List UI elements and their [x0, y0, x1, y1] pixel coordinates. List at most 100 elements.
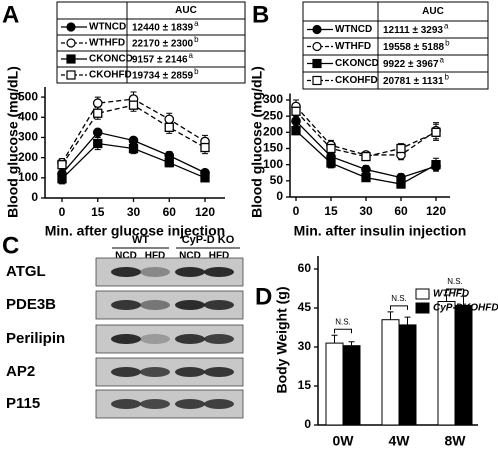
- auc-significance: a: [194, 19, 199, 28]
- series-line: [295, 106, 437, 156]
- group-label: WT: [132, 234, 149, 246]
- x-tick-label: 15: [91, 205, 105, 219]
- blot-band: [204, 267, 234, 277]
- significance-bracket: [334, 328, 352, 334]
- marker: [92, 127, 103, 138]
- blot-band: [204, 367, 234, 377]
- x-tick-label: 30: [359, 204, 373, 218]
- lane-label: HFD: [145, 251, 166, 262]
- error-bar: [348, 341, 355, 346]
- y-tick-label: 100: [263, 157, 283, 171]
- marker: [128, 143, 139, 154]
- annotation: N.S.: [335, 317, 351, 326]
- auc-significance: a: [440, 56, 445, 65]
- table-header: AUC: [175, 5, 197, 16]
- lane-label: NCD: [115, 251, 137, 262]
- x-tick-label: 120: [426, 204, 446, 218]
- auc-value: 22170 ± 2300: [132, 39, 194, 50]
- y-axis-label: Blood glucose (mg/dL): [5, 66, 21, 218]
- marker: [128, 100, 139, 110]
- y-tick-label: 300: [263, 92, 283, 106]
- legend-label: WTNCD: [335, 24, 372, 35]
- blot-band: [111, 367, 141, 377]
- marker: [200, 142, 210, 153]
- y-tick-label: 300: [18, 130, 38, 144]
- panel-label: A: [2, 1, 19, 28]
- x-axis-label: Min. after glucose injection: [45, 223, 225, 239]
- auc-table: [302, 1, 489, 90]
- auc-significance: a: [189, 51, 194, 60]
- legend-marker: [312, 41, 322, 52]
- x-tick-label: 120: [195, 205, 215, 219]
- marker: [93, 138, 103, 149]
- blot-band: [175, 399, 205, 409]
- y-tick-label: 45: [298, 300, 312, 314]
- marker: [57, 160, 67, 170]
- blot-band: [111, 300, 141, 310]
- bar: [398, 324, 417, 426]
- significance-bracket: [446, 288, 464, 293]
- x-tick-label: 0: [59, 205, 66, 219]
- legend-label: CKONCD: [89, 54, 133, 65]
- marker: [291, 126, 301, 136]
- auc-value: 12111 ± 3293: [383, 25, 443, 36]
- marker: [164, 114, 175, 125]
- legend-swatch: [415, 302, 430, 314]
- blot-band: [140, 267, 170, 277]
- protein-label: ATGL: [6, 263, 46, 280]
- auc-significance: b: [445, 73, 450, 82]
- marker: [164, 122, 174, 133]
- auc-value: 20781 ± 1131: [383, 76, 444, 87]
- panel-label: D: [255, 283, 272, 310]
- marker: [93, 108, 103, 118]
- bar: [381, 319, 400, 426]
- series-line: [61, 104, 206, 166]
- x-tick-label: 0: [293, 204, 300, 218]
- legend-marker: [66, 54, 76, 64]
- legend-label: WTNCD: [89, 22, 126, 33]
- blot-band: [140, 399, 170, 409]
- marker: [128, 135, 139, 146]
- x-axis-label: Min. after insulin injection: [294, 223, 467, 239]
- legend-marker: [66, 22, 76, 32]
- error-bar: [443, 294, 450, 302]
- annotation: N.S.: [391, 294, 407, 303]
- marker: [361, 151, 371, 162]
- blot-band: [204, 399, 234, 409]
- lane-label: HFD: [209, 251, 230, 262]
- bar: [325, 342, 344, 426]
- marker: [361, 172, 371, 183]
- protein-label: AP2: [6, 363, 35, 380]
- error-bar: [331, 334, 338, 344]
- x-tick-label: 30: [127, 205, 141, 219]
- blot-band: [204, 300, 234, 310]
- blot-band: [175, 367, 205, 377]
- x-tick-label: 8W: [445, 433, 467, 449]
- protein-label: P115: [6, 395, 40, 412]
- legend-label: CyP-DKOHFD: [433, 303, 498, 314]
- y-tick-label: 200: [18, 150, 38, 164]
- marker: [164, 158, 174, 168]
- auc-table: [56, 1, 246, 84]
- marker: [396, 179, 406, 189]
- marker: [291, 106, 301, 116]
- lane-label: NCD: [179, 251, 201, 262]
- panel-label: C: [2, 232, 19, 259]
- x-tick-label: 0W: [333, 433, 355, 449]
- auc-value: 9157 ± 2146: [132, 55, 188, 66]
- blot-band: [111, 334, 141, 344]
- blot-band: [140, 300, 170, 310]
- marker: [431, 160, 441, 170]
- auc-significance: b: [445, 39, 450, 48]
- y-tick-label: 60: [298, 261, 312, 275]
- marker: [92, 98, 103, 108]
- auc-value: 12440 ± 1839: [132, 23, 194, 34]
- legend-label: CKOHFD: [89, 70, 132, 81]
- protein-label: PDE3B: [6, 296, 56, 313]
- bar: [342, 345, 361, 426]
- y-axis-label: Blood glucose (mg/dL): [249, 66, 265, 218]
- legend-label: CKONCD: [335, 58, 379, 69]
- auc-value: 19734 ± 2859: [132, 71, 194, 82]
- marker: [326, 158, 336, 168]
